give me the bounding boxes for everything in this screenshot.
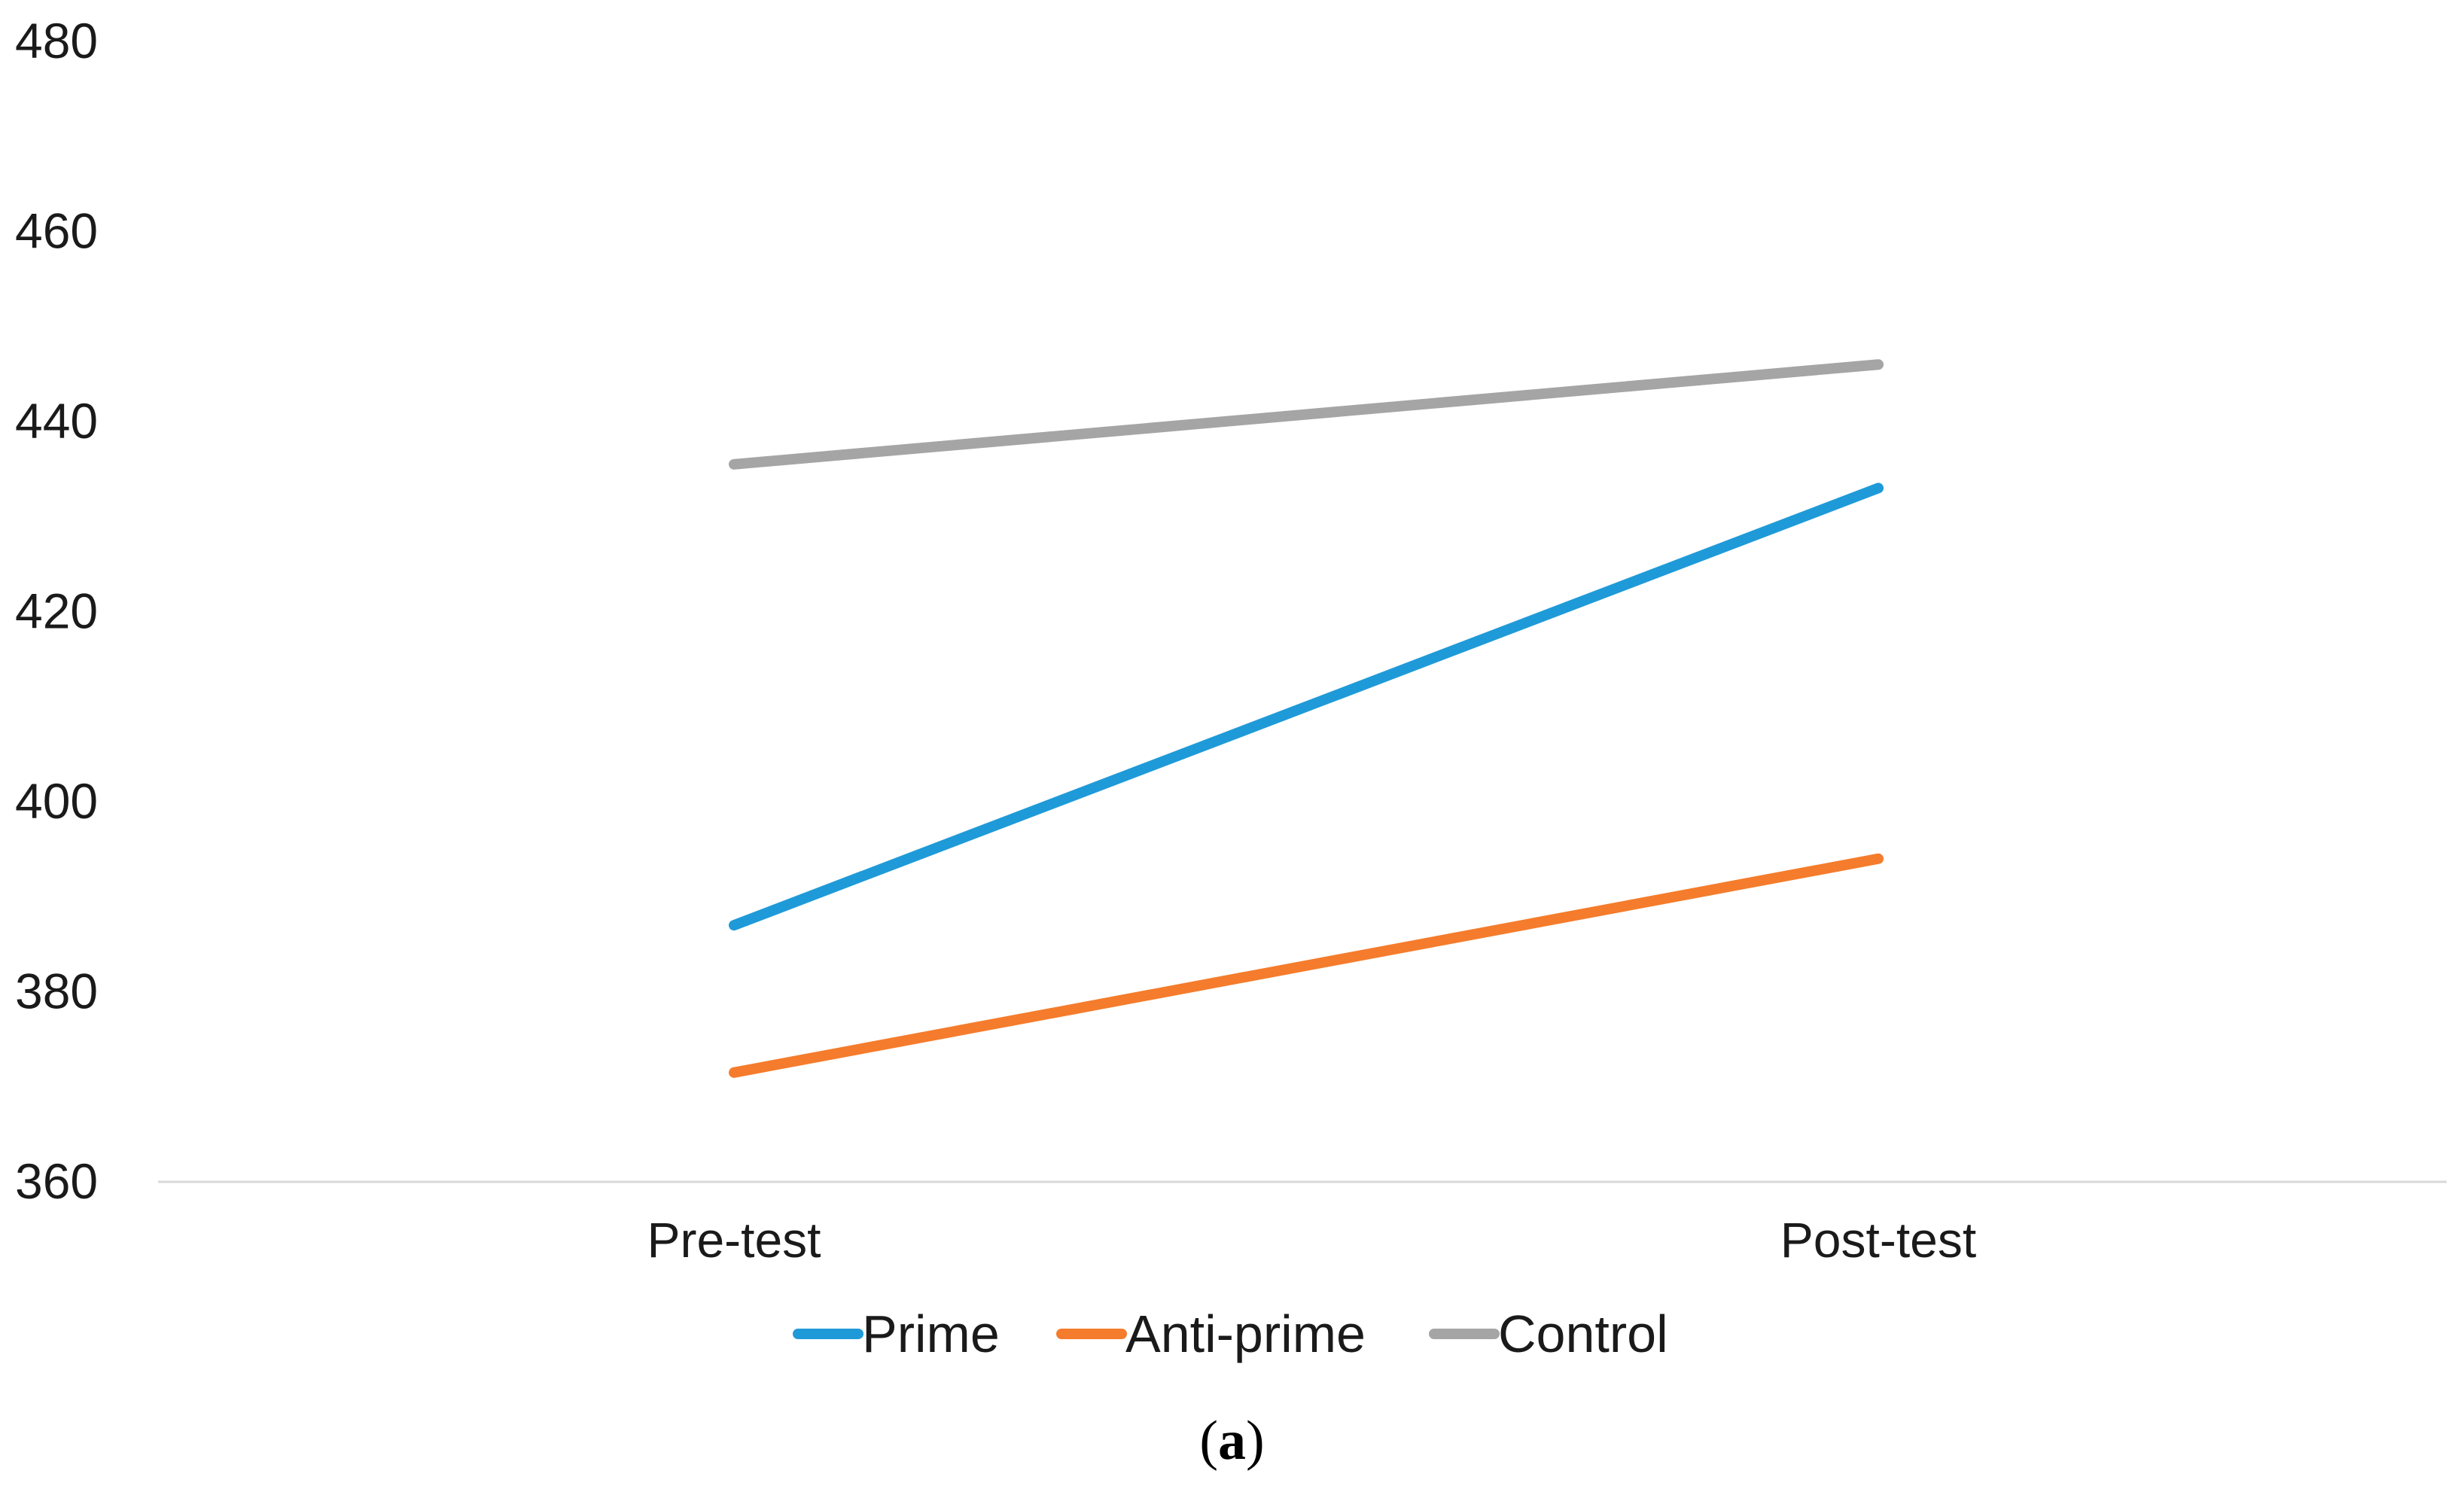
- figure-caption: (a): [0, 1409, 2464, 1473]
- x-axis-ticks: Pre-test Post-test: [647, 1212, 1976, 1268]
- series-line-prime: [729, 483, 1884, 931]
- y-tick-label: 460: [15, 203, 98, 259]
- series-lines: [729, 359, 1884, 1078]
- legend: Prime Anti-prime Control: [793, 1305, 1668, 1363]
- caption-letter: a: [1218, 1410, 1246, 1472]
- legend-label-prime: Prime: [862, 1305, 1000, 1363]
- series-line-anti-prime: [729, 853, 1884, 1078]
- y-tick-label: 380: [15, 964, 98, 1019]
- x-tick-label: Pre-test: [647, 1212, 821, 1268]
- legend-label-anti-prime: Anti-prime: [1125, 1305, 1366, 1363]
- y-axis-ticks: 360 380 400 420 440 460 480: [15, 13, 98, 1209]
- legend-label-control: Control: [1498, 1305, 1668, 1363]
- y-tick-label: 420: [15, 583, 98, 639]
- y-tick-label: 480: [15, 13, 98, 69]
- x-tick-label: Post-test: [1780, 1212, 1976, 1268]
- caption-close-paren: ): [1246, 1410, 1265, 1472]
- y-tick-label: 440: [15, 393, 98, 449]
- y-tick-label: 360: [15, 1153, 98, 1209]
- y-tick-label: 400: [15, 773, 98, 829]
- series-line-control: [729, 359, 1884, 470]
- caption-open-paren: (: [1199, 1410, 1218, 1472]
